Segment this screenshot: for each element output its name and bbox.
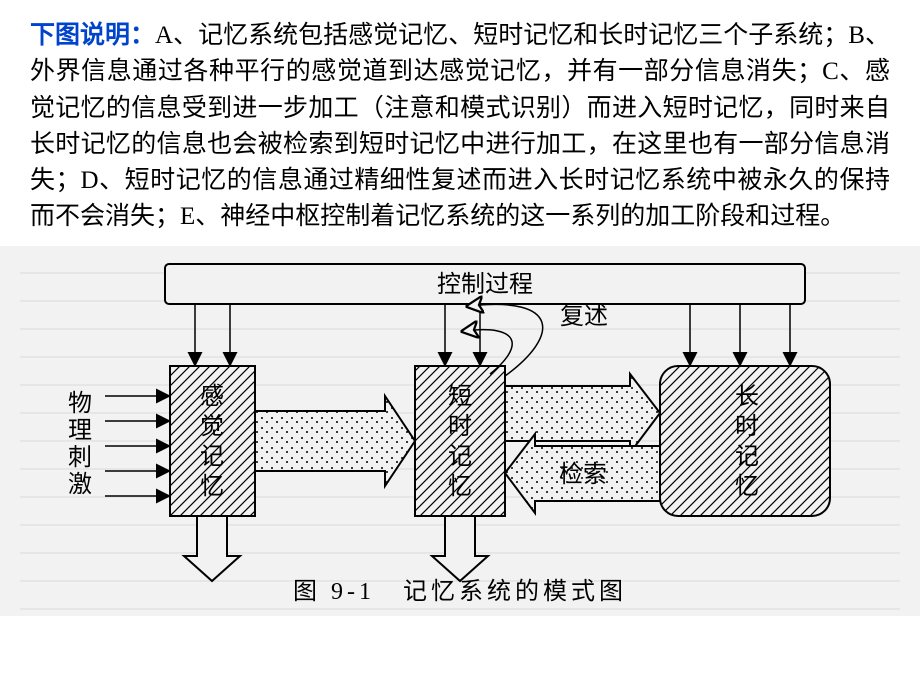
ltm-char-1: 长: [735, 383, 759, 410]
ltm-char-3: 记: [735, 444, 759, 470]
diagram: 控制过程 物 理 刺 激 感 觉 记 忆: [0, 246, 920, 616]
rehearsal-label: 复述: [560, 303, 608, 330]
stimulus-arrows: [105, 396, 168, 496]
body-text: A、记忆系统包括感觉记忆、短时记忆和长时记忆三个子系统；B、外界信息通过各种平行…: [30, 22, 890, 230]
sensory-to-stm-arrow: [255, 396, 415, 486]
stm-char-2: 时: [448, 413, 472, 440]
sensory-char-4: 忆: [200, 473, 224, 500]
sensory-char-2: 觉: [200, 413, 224, 440]
sensory-char-3: 记: [200, 444, 224, 470]
stimulus-label-3: 刺: [68, 444, 92, 471]
control-arrows: [195, 304, 790, 364]
stm-char-1: 短: [448, 383, 472, 410]
stimulus-label-4: 激: [68, 471, 92, 498]
stimulus-label-1: 物: [68, 390, 92, 417]
heading: 下图说明：: [30, 22, 155, 49]
retrieval-label: 检索: [559, 461, 607, 488]
explanation-text: 下图说明：A、记忆系统包括感觉记忆、短时记忆和长时记忆三个子系统；B、外界信息通…: [0, 0, 920, 246]
stm-char-4: 忆: [448, 473, 472, 500]
stimulus-label-2: 理: [68, 418, 92, 444]
ltm-char-2: 时: [735, 413, 759, 440]
ltm-char-4: 忆: [735, 473, 759, 500]
stm-char-3: 记: [448, 444, 472, 470]
figure-caption: 图 9-1 记忆系统的模式图: [0, 571, 920, 606]
sensory-char-1: 感: [200, 383, 224, 410]
diagram-svg: 控制过程 物 理 刺 激 感 觉 记 忆: [0, 246, 920, 616]
control-label: 控制过程: [437, 271, 533, 298]
